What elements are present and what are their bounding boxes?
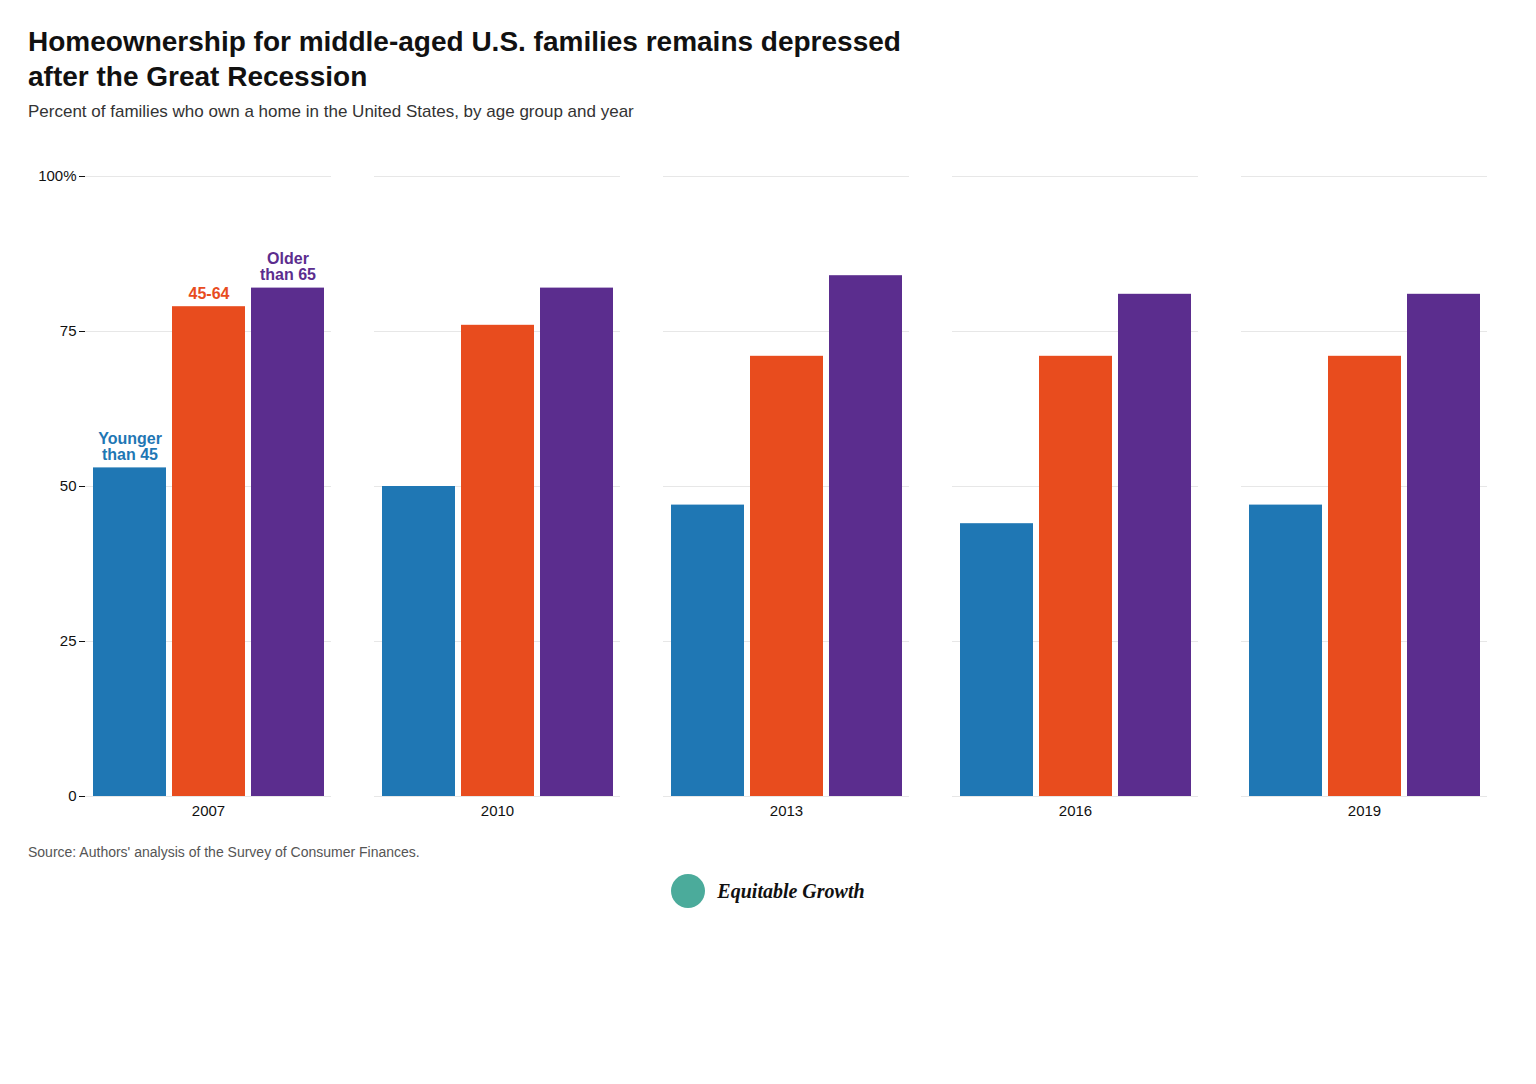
- svg-text:50: 50: [60, 477, 77, 494]
- svg-text:0: 0: [68, 787, 76, 804]
- svg-text:2013: 2013: [770, 802, 803, 819]
- svg-text:45-64: 45-64: [189, 285, 230, 302]
- svg-text:2016: 2016: [1059, 802, 1092, 819]
- svg-text:25: 25: [60, 632, 77, 649]
- html-text:Equitable Growth: Equitable Growth: [717, 879, 865, 902]
- svg-text:Olderthan 65: Olderthan 65: [260, 250, 316, 283]
- svg-text:2019: 2019: [1348, 802, 1381, 819]
- html-text:Homeownership for middle-aged: Homeownership for middle-aged U.S. famil…: [28, 26, 901, 92]
- svg-text:75: 75: [60, 322, 77, 339]
- html-text:Percent of families who own a: Percent of families who own a home in th…: [28, 102, 634, 121]
- svg-text:100%: 100%: [38, 167, 76, 184]
- svg-text:Youngerthan 45: Youngerthan 45: [98, 430, 162, 463]
- svg-text:2010: 2010: [481, 802, 514, 819]
- svg-text:2007: 2007: [192, 802, 225, 819]
- html-text:Source: Authors' analysis of t: Source: Authors' analysis of the Survey …: [28, 844, 420, 860]
